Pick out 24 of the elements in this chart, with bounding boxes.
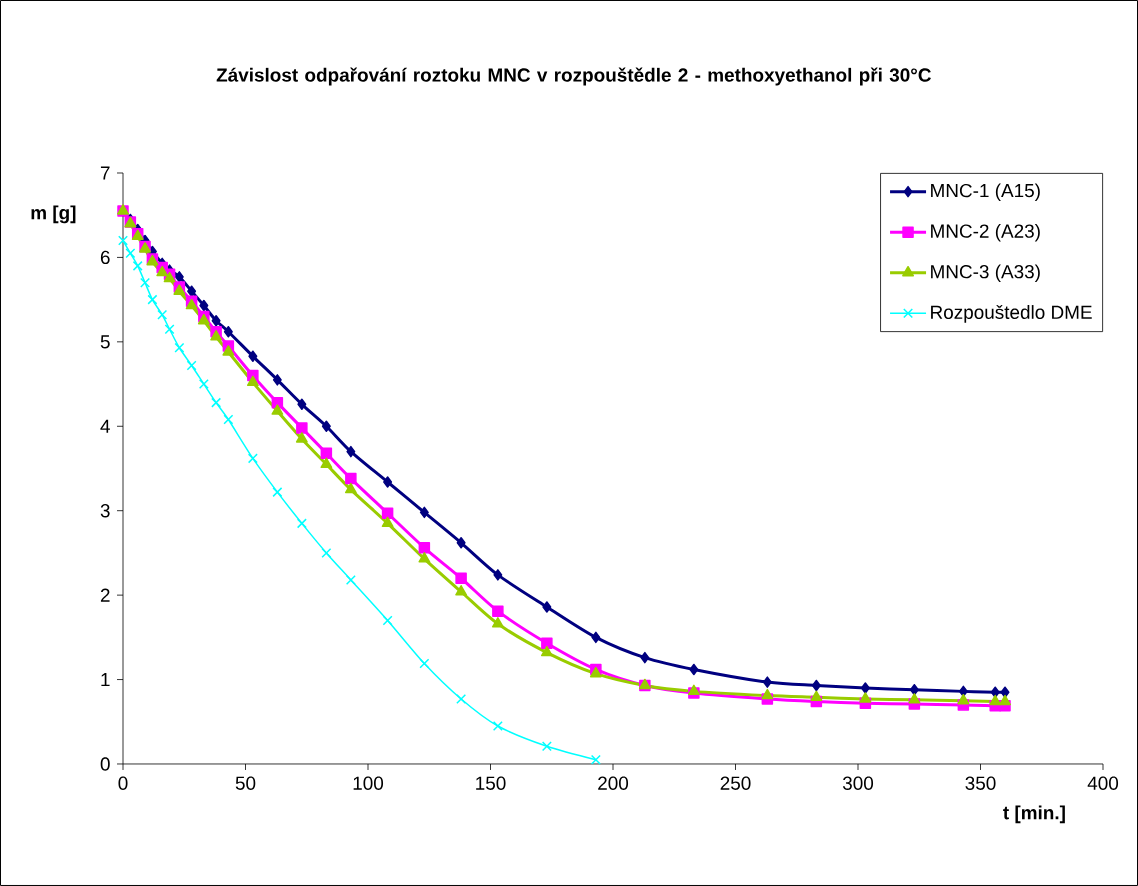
y-tick-label: 2 xyxy=(100,588,110,602)
y-tick-label: 0 xyxy=(100,757,110,771)
chart-title: Závislost odpařování roztoku MNC v rozpouštědle 2 - methoxyethanol při 30°C xyxy=(216,67,931,86)
y-tick-label: 4 xyxy=(100,419,110,433)
legend-label: MNC-3 (A33) xyxy=(931,264,1040,283)
x-tick-label: 50 xyxy=(235,776,256,790)
x-tick-label: 100 xyxy=(353,776,384,790)
x-tick-label: 250 xyxy=(720,776,751,790)
x-axis-title: t [min.] xyxy=(1003,805,1065,824)
legend-label: MNC-2 (A23) xyxy=(931,223,1040,242)
legend-label: Rozpouštedlo DME xyxy=(931,305,1092,323)
y-tick-label: 1 xyxy=(101,673,110,687)
x-tick-label: 300 xyxy=(842,776,874,790)
y-tick-label: 3 xyxy=(100,504,110,518)
x-tick-label: 350 xyxy=(965,776,996,790)
x-tick-label: 150 xyxy=(476,776,506,790)
y-axis-title: m [g] xyxy=(31,205,76,224)
x-tick-label: 400 xyxy=(1087,776,1119,790)
y-tick-label: 5 xyxy=(100,335,110,349)
x-tick-label: 0 xyxy=(118,776,128,790)
legend-label: MNC-1 (A15) xyxy=(931,183,1040,202)
x-tick-label: 200 xyxy=(598,776,629,790)
y-tick-label: 6 xyxy=(100,250,110,265)
y-tick-label: 7 xyxy=(100,166,110,180)
